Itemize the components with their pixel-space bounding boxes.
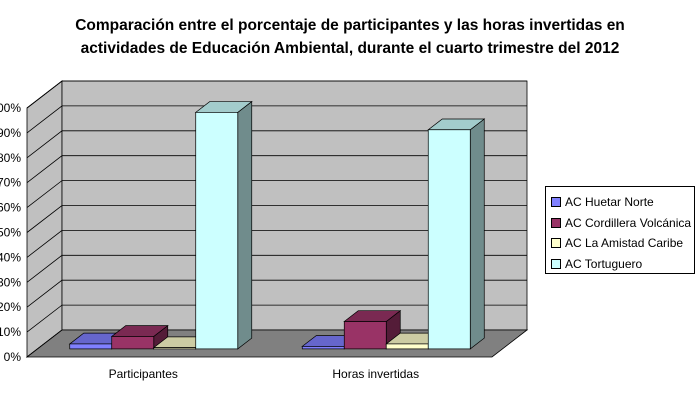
bar-front [69,343,113,350]
gridline [26,254,527,283]
x-tick-label: Horas invertidas [332,367,419,381]
bar-front [343,321,387,350]
bar-front [153,347,197,350]
y-tick-label: 60% [0,201,21,215]
y-tick-label: 50% [0,226,21,240]
y-tick-label: 0% [4,350,22,364]
chart-legend: AC Huetar Norte AC Cordillera Volcánica AC… [545,186,695,274]
legend-swatch [551,197,561,208]
gridline [26,105,527,134]
bar [427,118,486,350]
legend-swatch [551,217,561,228]
y-tick-label: 10% [0,325,21,339]
legend-item: AC Huetar Norte [551,192,694,213]
chart-title: Comparación entre el porcentaje de parti… [30,14,670,60]
gridline [26,155,527,184]
bar [110,324,169,350]
legend-item: AC La Amistad Caribe [551,233,694,254]
chart-bars [68,100,486,350]
legend-label: AC Tortuguero [565,256,643,271]
y-tick-label: 70% [0,176,21,190]
y-tick-label: 30% [0,275,21,289]
bar-front [385,343,429,350]
gridline [26,180,527,208]
bar-front [195,111,239,350]
y-tick-label: 20% [0,300,21,314]
bar-front [301,346,345,350]
gridline [26,205,527,233]
y-axis-ticks: 0% 10% 20% 30% 40% 50% 60% 70% 80% 90% 100% [0,101,21,364]
bar [194,100,253,350]
gridlines [26,80,527,358]
gridline [26,279,527,308]
bar-side [469,118,485,350]
y-tick-label: 100% [0,101,21,115]
y-tick-label: 90% [0,126,21,140]
bar-side [237,100,253,350]
legend-label: AC Huetar Norte [565,195,654,210]
gridline [26,80,527,109]
x-axis-labels: Participantes Horas invertidas [109,367,420,381]
y-tick-label: 80% [0,151,21,165]
legend-item: AC Cordillera Volcánica [551,213,694,234]
gridline [26,130,527,159]
gridline [26,229,527,258]
x-tick-label: Participantes [109,367,178,381]
y-tick-label: 40% [0,250,21,264]
legend-label: AC Cordillera Volcánica [565,215,692,230]
chart-title-line-1: Comparación entre el porcentaje de parti… [75,17,625,34]
bar-front [111,336,155,350]
legend-swatch [551,258,561,269]
legend-item: AC Tortuguero [551,254,694,275]
bar-front [427,129,471,350]
legend-label: AC La Amistad Caribe [565,236,684,251]
chart-title-line-2: actividades de Educación Ambiental, dura… [80,40,620,57]
gridline [26,304,527,333]
legend-swatch [551,238,561,249]
